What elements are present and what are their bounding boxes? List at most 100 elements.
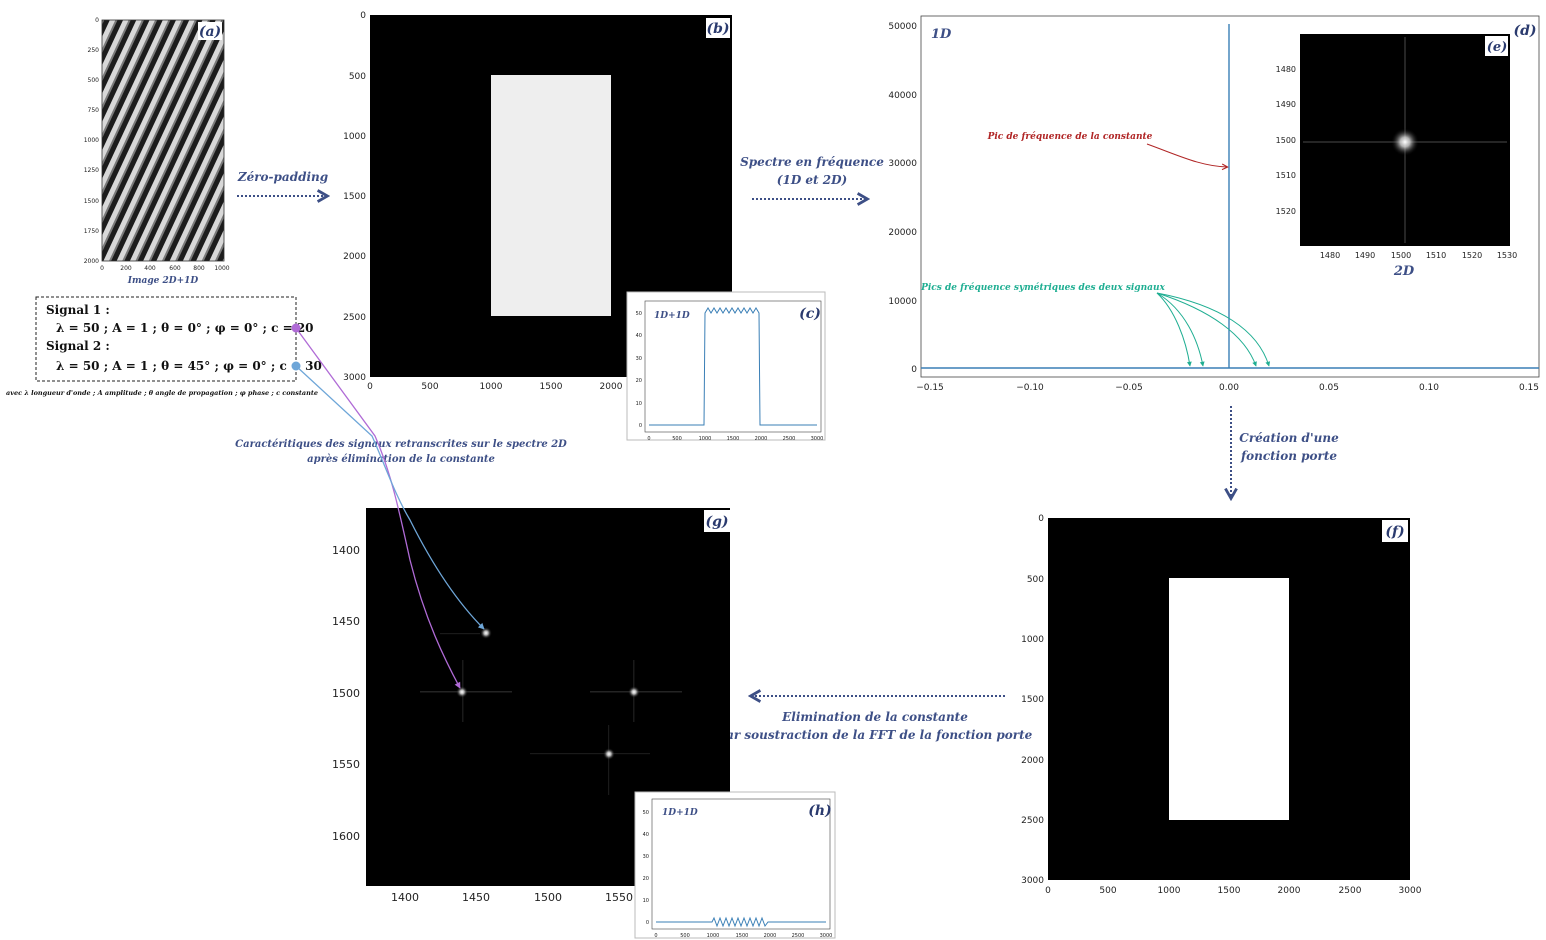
- tick-label: 2500: [1339, 886, 1362, 896]
- tick-label: 400: [144, 265, 156, 272]
- panel-a-yticks: 0 250 500 750 1000 1250 1500 1750 2000: [84, 17, 99, 265]
- panel-e: 1480 1490 1500 1510 1520 1480 1490 1500 …: [1276, 34, 1517, 279]
- tick-label: 1500: [343, 192, 366, 202]
- tick-label: 0.15: [1519, 383, 1539, 393]
- tick-label: 1500: [1391, 251, 1411, 260]
- annotation-symmetric-peaks: Pics de fréquence symétriques des deux s…: [920, 282, 1165, 293]
- tick-label: 1500: [540, 382, 563, 392]
- panel-f-tag: (f): [1385, 524, 1404, 540]
- tick-label: 1480: [1276, 65, 1296, 74]
- tick-label: 3000: [820, 933, 833, 939]
- tick-label: 0: [911, 365, 917, 375]
- arrow-peak: [1156, 292, 1192, 367]
- zero-padding-label: Zéro-padding: [237, 170, 328, 184]
- tick-label: 800: [193, 265, 205, 272]
- panel-a: 0 250 500 750 1000 1250 1500 1750 2000 0…: [84, 17, 230, 286]
- tick-label: 500: [1027, 575, 1044, 585]
- panel-d-xticks: −0.15 −0.10 −0.05 0.00 0.05 0.10 0.15: [916, 383, 1539, 393]
- tick-label: 40: [636, 333, 642, 339]
- tick-label: 1750: [84, 228, 99, 235]
- arrow-peak: [1156, 292, 1205, 367]
- annotation-constant-peak: Pic de fréquence de la constante: [987, 131, 1153, 142]
- panel-a-tag-box: [198, 22, 222, 40]
- panel-g-tag-box: [704, 510, 730, 532]
- signal2-title: Signal 2 :: [46, 339, 110, 353]
- panel-h-tag: (h): [808, 803, 831, 819]
- signal2-params: λ = 50 ; A = 1 ; θ = 45° ; φ = 0° ; c = …: [56, 359, 322, 373]
- tick-label: 2000: [755, 436, 768, 442]
- tick-label: 0.10: [1419, 383, 1439, 393]
- tick-label: 1490: [1276, 100, 1296, 109]
- panel-c-axes: [644, 300, 822, 433]
- tick-label: 30: [636, 356, 642, 362]
- tick-label: 40: [643, 832, 649, 838]
- panel-b-tag: (b): [706, 21, 729, 37]
- arrow-signal2-to-peak: [295, 365, 485, 630]
- tick-label: 1500: [1276, 136, 1296, 145]
- tick-label: 1600: [332, 830, 360, 843]
- panel-h-yticks: 0 10 20 30 40 50: [643, 810, 649, 926]
- tick-label: 1450: [332, 615, 360, 628]
- panel-b-xticks: 0 500 1000 1500 2000: [367, 382, 623, 392]
- tick-label: 1520: [1276, 207, 1296, 216]
- tick-label: 1550: [605, 891, 633, 904]
- tick-label: 30000: [888, 159, 917, 169]
- tick-label: 1000: [707, 933, 720, 939]
- arrow-constant-peak: [1146, 143, 1227, 167]
- panel-f: 0 500 1000 1500 2000 2500 3000 0 500 100…: [1021, 514, 1422, 896]
- spectrum-label-line2: (1D et 2D): [777, 173, 847, 187]
- panel-d-tag: (d): [1513, 23, 1536, 39]
- tick-label: 3000: [343, 373, 366, 383]
- tick-label: 1480: [1320, 251, 1340, 260]
- panel-c-series: [649, 307, 817, 426]
- panel-c-xticks: 0 500 1000 1500 2000 2500 3000: [647, 436, 823, 442]
- panel-h-series: [656, 916, 826, 928]
- tick-label: −0.05: [1115, 383, 1143, 393]
- tick-label: 0: [1045, 886, 1051, 896]
- tick-label: 500: [672, 436, 682, 442]
- transcription-annotation: Caractéritiques des signaux retranscrite…: [235, 327, 567, 689]
- tick-label: 40000: [888, 91, 917, 101]
- tick-label: 1000: [699, 436, 712, 442]
- tick-label: 1490: [1355, 251, 1375, 260]
- spectrum-label-line1: Spectre en fréquence: [740, 155, 884, 169]
- panel-g-peak-signal1: [456, 686, 468, 698]
- tick-label: 2000: [764, 933, 777, 939]
- tick-label: 1500: [736, 933, 749, 939]
- tick-label: 1500: [1218, 886, 1241, 896]
- tick-label: 0.05: [1319, 383, 1339, 393]
- tick-label: 0.00: [1219, 383, 1239, 393]
- tick-label: 50: [636, 311, 642, 317]
- tick-label: 1250: [84, 167, 99, 174]
- elim-label-line2: par soustraction de la FFT de la fonctio…: [718, 728, 1033, 742]
- tick-label: 10000: [888, 297, 917, 307]
- panel-f-tag-box: [1382, 520, 1408, 542]
- panel-e-xticks: 1480 1490 1500 1510 1520 1530: [1320, 251, 1517, 260]
- tick-label: 1500: [332, 687, 360, 700]
- panel-c-label: 1D+1D: [654, 311, 690, 321]
- step-gate-function: Création d'une fonction porte: [1231, 406, 1339, 497]
- panel-g-yticks: 1400 1450 1500 1550 1600: [332, 544, 360, 843]
- panel-h-xticks: 0 500 1000 1500 2000 2500 3000: [654, 933, 832, 939]
- tick-label: 2000: [1021, 756, 1044, 766]
- tick-label: 0: [360, 11, 366, 21]
- signal-box-border: [35, 296, 297, 382]
- tick-label: 0: [95, 17, 99, 24]
- panel-c-yticks: 0 10 20 30 40 50: [636, 311, 642, 429]
- tick-label: 200: [120, 265, 132, 272]
- signal-parameters-box: Signal 1 : λ = 50 ; A = 1 ; θ = 0° ; φ =…: [6, 296, 322, 397]
- step-eliminate-constant: Elimination de la constante par soustrac…: [718, 696, 1033, 742]
- arrow-peak: [1156, 292, 1271, 367]
- tick-label: 1400: [391, 891, 419, 904]
- tick-label: 500: [349, 72, 366, 82]
- tick-label: 1510: [1426, 251, 1446, 260]
- tick-label: 50: [643, 810, 649, 816]
- tick-label: 600: [169, 265, 181, 272]
- panel-b-yticks: 0 500 1000 1500 2000 2500 3000: [343, 11, 366, 383]
- panel-g-peak-signal1-sym: [628, 686, 640, 698]
- panel-g-peak-signal2-sym: [603, 748, 615, 760]
- panel-e-tag-box: [1485, 36, 1508, 56]
- panel-e-tag: (e): [1487, 40, 1508, 55]
- transcribed-label-line1: Caractéritiques des signaux retranscrite…: [235, 439, 567, 450]
